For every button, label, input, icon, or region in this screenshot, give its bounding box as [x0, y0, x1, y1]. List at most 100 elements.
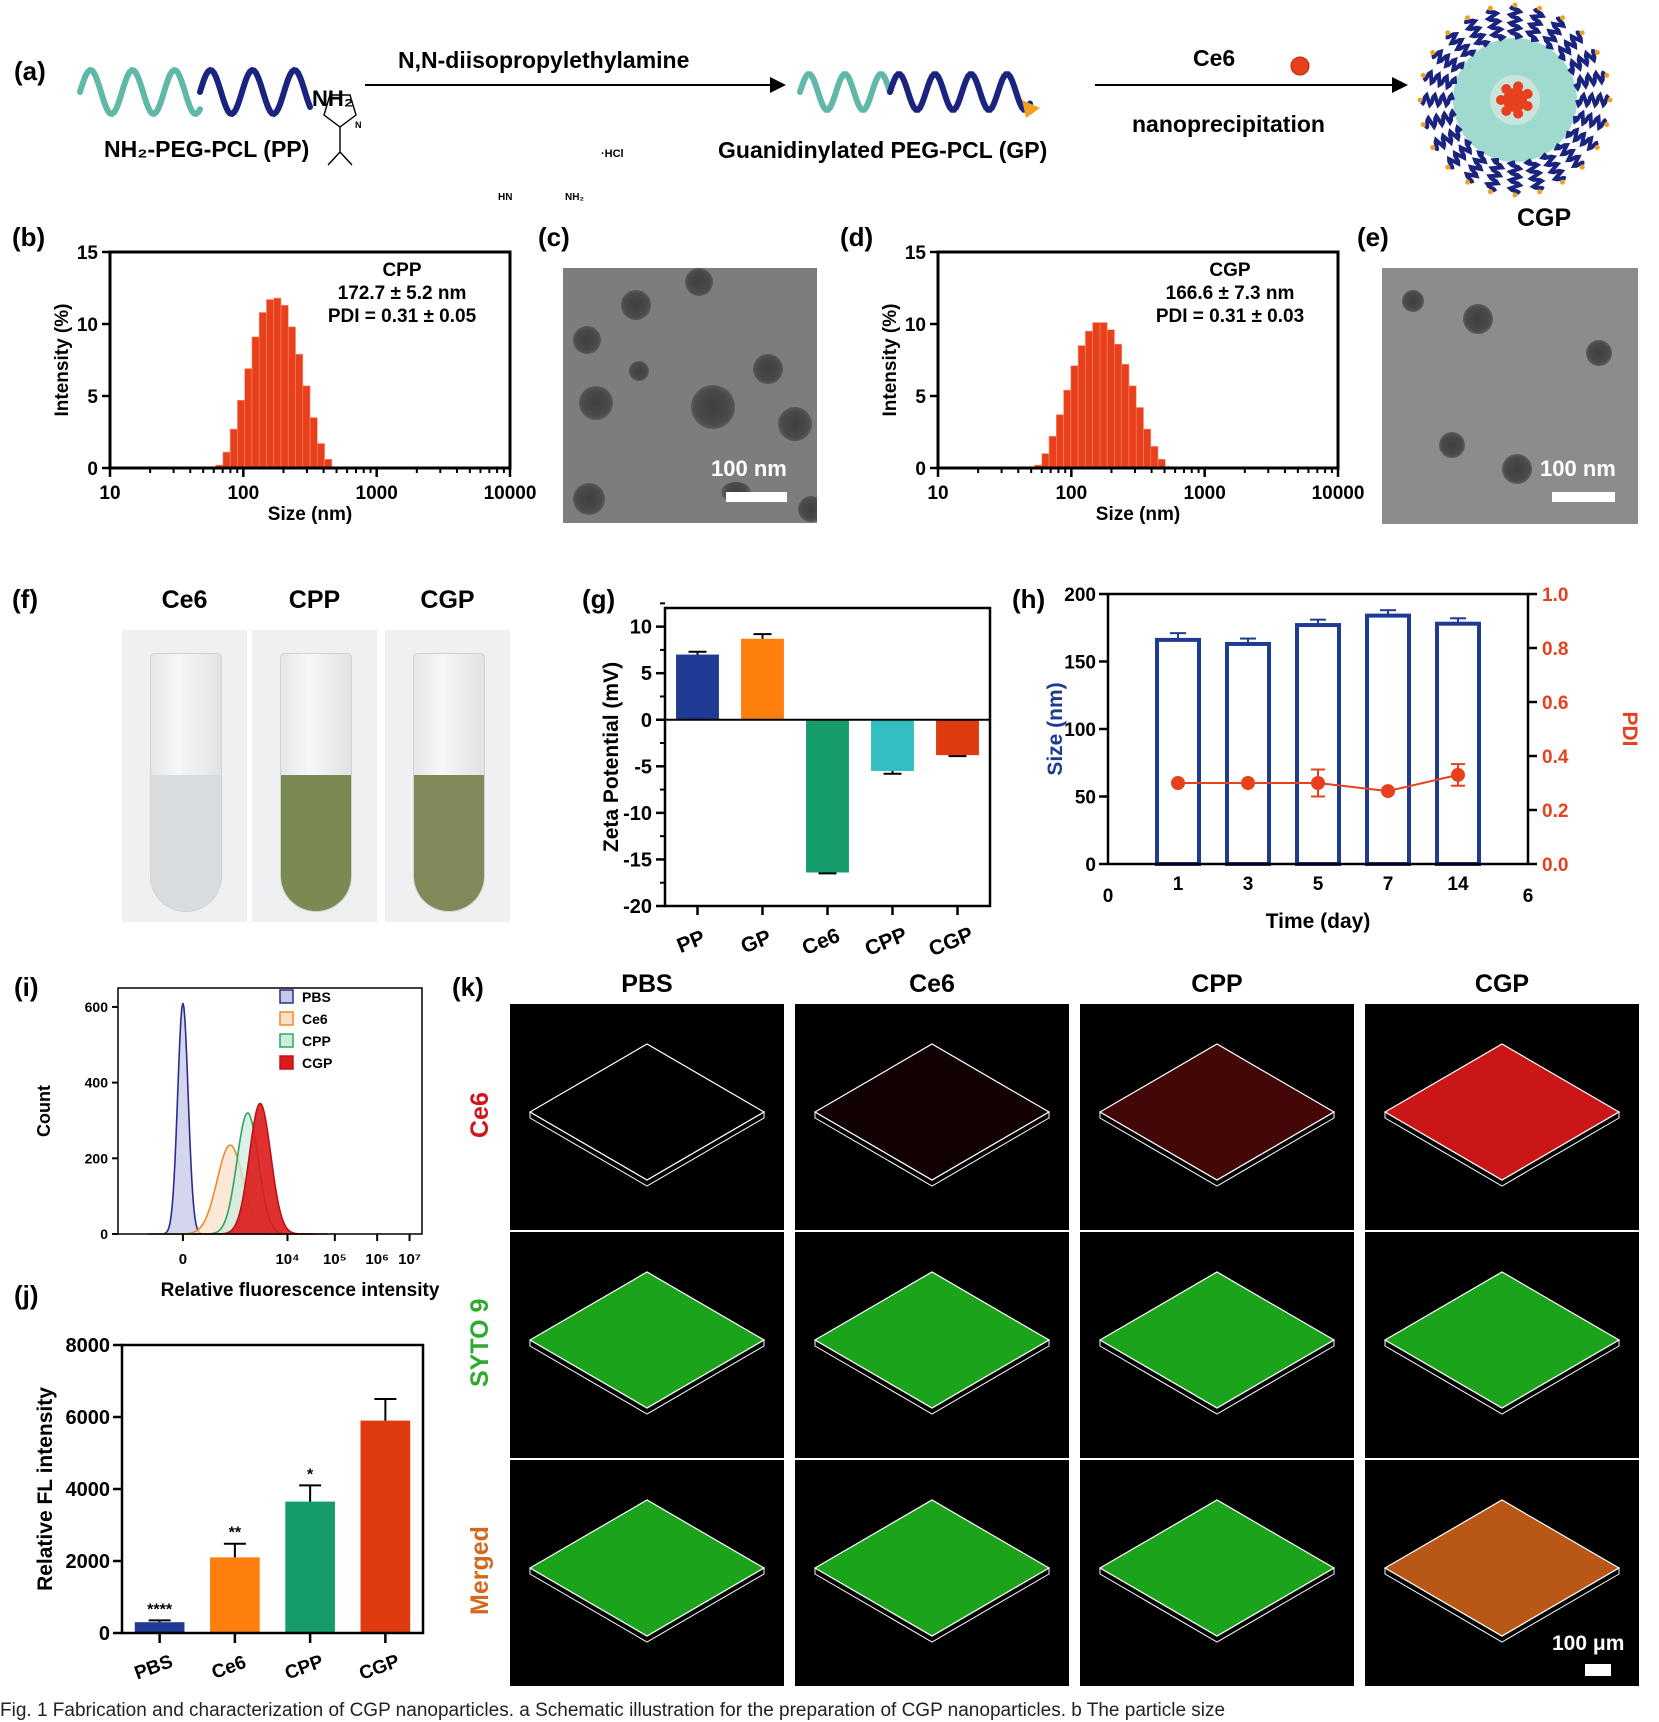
- y-tick-label: 0: [641, 710, 652, 732]
- x-tick-label: PBS: [132, 1651, 176, 1684]
- panel-label-b: (b): [12, 222, 46, 252]
- histogram-bar: [222, 451, 231, 469]
- sample-volume: [1098, 1271, 1336, 1409]
- x-tick-label: 10⁵: [323, 1251, 347, 1268]
- histogram-bar: [237, 400, 245, 469]
- arrowhead-icon: [770, 77, 786, 93]
- ce6-dot: [1496, 95, 1506, 105]
- pcl-chain: [1557, 30, 1584, 62]
- y-tick-label: 5: [641, 663, 652, 685]
- legend-swatch: [279, 989, 294, 1004]
- confocal-column-label: CGP: [1474, 970, 1530, 998]
- pdi-point: [1451, 767, 1465, 782]
- y2-axis-label: PDI: [1618, 711, 1640, 746]
- guanidine-end: [1445, 164, 1451, 170]
- guanidine-end: [1537, 189, 1543, 195]
- pcl-chain: [1484, 9, 1508, 42]
- histogram-bar: [317, 443, 325, 469]
- x-tick-label: 10⁴: [275, 1251, 299, 1268]
- panel-label-k: (k): [452, 972, 484, 1002]
- chart-b-size-distribution-cpp: 0 5 10 15 10 100 1000 10000 Size (nm) Intensity (…: [52, 243, 536, 525]
- pcl-chain: [1422, 69, 1458, 91]
- tube-label: CPP: [288, 586, 341, 614]
- y-tick-label: 2000: [66, 1551, 111, 1573]
- y-tick-label: -10: [623, 803, 652, 825]
- x-tick-label: 10⁶: [365, 1251, 389, 1268]
- x-axis-label: Relative fluorescence intensity: [161, 1280, 440, 1300]
- histogram-bar: [1114, 343, 1123, 469]
- pp-label: NH₂-PEG-PCL (PP): [104, 136, 309, 162]
- guanidine-end: [1430, 50, 1436, 55]
- volume-box-edge: [1384, 1567, 1620, 1643]
- histogram-bar: [229, 428, 238, 469]
- y-tick-label: 50: [1075, 788, 1096, 809]
- confocal-image: [1080, 1004, 1354, 1230]
- panel-label-e: (e): [1357, 222, 1389, 252]
- x-tick-label: CPP: [862, 923, 911, 960]
- pcl-chain: [1424, 107, 1457, 131]
- confocal-row-label: Merged: [466, 1526, 494, 1615]
- confocal-image: [795, 1004, 1069, 1230]
- volume-box-edge: [1099, 1339, 1335, 1415]
- plot-frame: [663, 606, 992, 908]
- x-tick-label: 14: [1447, 874, 1469, 895]
- x-tick-label: Ce6: [799, 924, 843, 960]
- volume-box-edge: [814, 1111, 1050, 1187]
- sample-volume: [813, 1271, 1051, 1409]
- histogram-bar: [1056, 414, 1064, 469]
- confocal-column-label: Ce6: [909, 970, 955, 998]
- histogram-bar: [1085, 330, 1093, 469]
- pdi-point: [1311, 776, 1325, 790]
- bar: [806, 719, 849, 873]
- y-axis-label: Count: [34, 1085, 54, 1137]
- y-tick-label: -5: [634, 756, 652, 778]
- bar: [360, 1420, 411, 1633]
- scale-bar-label: 100 nm: [1540, 456, 1616, 481]
- x-tick-label: Ce6: [209, 1652, 249, 1684]
- ce6-dot: [1522, 88, 1533, 99]
- cgp-micelle-icon: [1417, 2, 1613, 198]
- sample-volume: [1383, 1043, 1621, 1181]
- y-tick-label: 150: [1064, 653, 1096, 674]
- guanidine-end: [1420, 122, 1426, 128]
- guanidine-end: [1417, 97, 1423, 103]
- y-tick-label: 400: [85, 1075, 109, 1091]
- confocal-image: [1365, 1004, 1639, 1230]
- x-tick-label: 10⁷: [398, 1251, 421, 1268]
- y-tick-label: 10: [905, 315, 926, 336]
- confocal-image: [510, 1232, 784, 1458]
- histogram-bar: [273, 297, 282, 469]
- histogram-pbs: [150, 1002, 216, 1235]
- y-tick-label: -15: [623, 849, 652, 871]
- y-tick-label: 600: [85, 999, 109, 1015]
- guanidine-end: [1465, 179, 1470, 185]
- x-axis-label: Size (nm): [268, 504, 352, 525]
- x-tick-label: 7: [1383, 874, 1394, 895]
- pdi-point: [1171, 776, 1185, 790]
- y2-tick-label: 0.0: [1542, 855, 1568, 876]
- sample-volume: [528, 1499, 766, 1637]
- histogram-bar: [1150, 446, 1159, 469]
- y-tick-label: 6000: [66, 1407, 111, 1429]
- process-label: nanoprecipitation: [1132, 111, 1325, 137]
- panel-label-i: (i): [14, 972, 39, 1002]
- ce6-molecule-icon: [1290, 56, 1310, 76]
- histogram-bar: [1077, 345, 1086, 469]
- sample-volume: [813, 1499, 1051, 1637]
- histogram-bar: [1121, 364, 1130, 469]
- guanidine-end: [1487, 189, 1493, 195]
- y-tick-label: 15: [905, 243, 927, 264]
- pp-polymer-icon: [77, 66, 313, 118]
- confocal-row-label: SYTO 9: [466, 1298, 494, 1387]
- y-axis-label: Size (nm): [1044, 682, 1067, 775]
- legend-swatch: [279, 1033, 294, 1048]
- chart-j-relative-fl-intensity: **** PBS ** Ce6 * CPP CGP 0 2000 4000 6000 8000 Rela…: [34, 1335, 425, 1685]
- histogram-bar: [280, 304, 289, 469]
- sample-volume: [1383, 1499, 1621, 1637]
- x-tick-label: 1000: [1184, 483, 1226, 504]
- chart-i-flow-cytometry: PBS Ce6 CPP CGP 0 200 400 600 0 10⁴ 10⁵ 10⁶ 10⁷ Relat…: [34, 987, 440, 1300]
- guanidine-end: [1512, 2, 1518, 8]
- volume-box-edge: [814, 1339, 1050, 1415]
- legend-label: Ce6: [302, 1011, 328, 1027]
- x-tick-label: CGP: [926, 923, 977, 960]
